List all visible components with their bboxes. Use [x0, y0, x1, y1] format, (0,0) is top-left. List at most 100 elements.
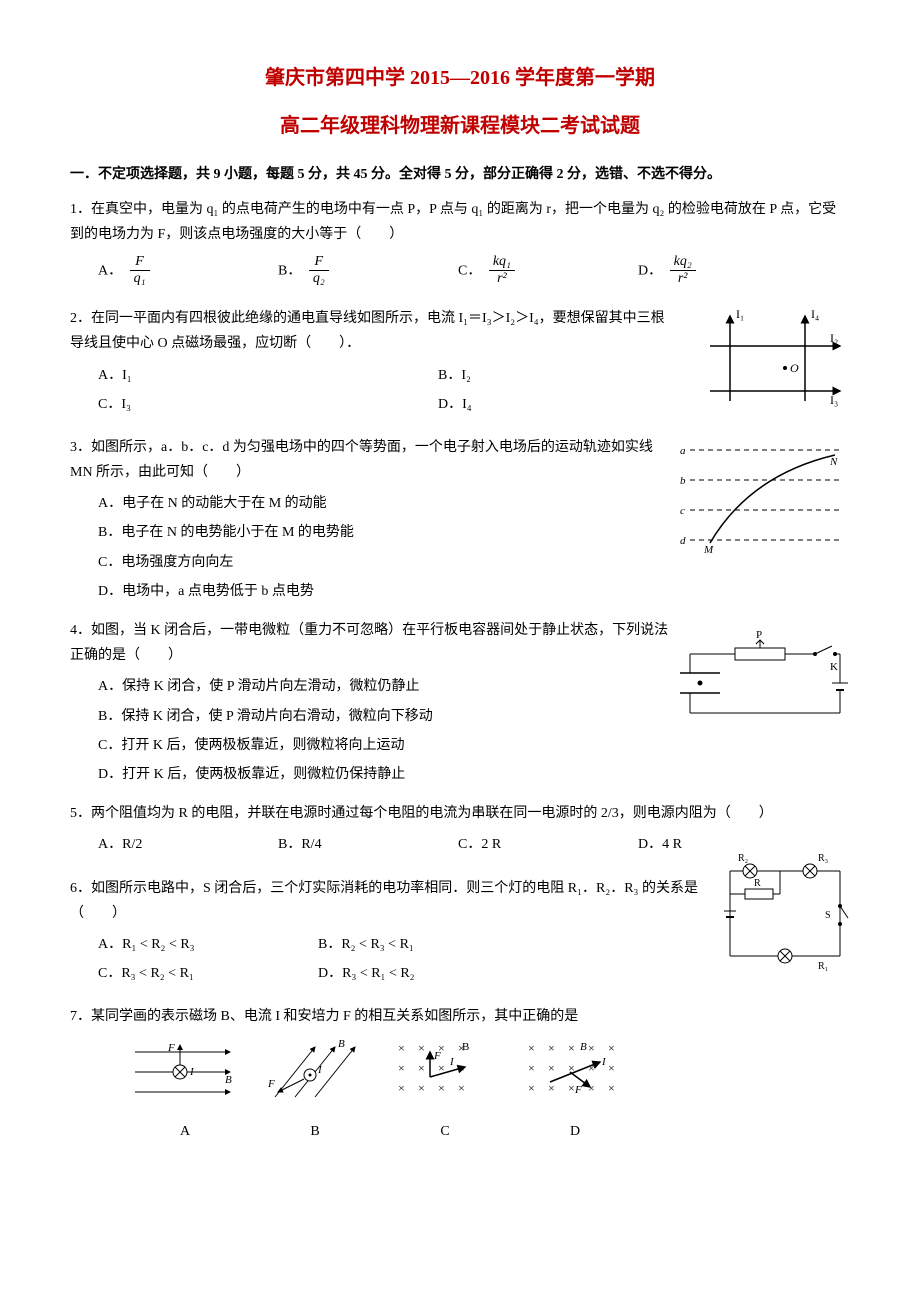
question-6: 6．如图所示电路中，S 闭合后，三个灯实际消耗的电功率相同．则三个灯的电阻 R₁…	[70, 876, 850, 991]
q6-option-a: A．R₁ < R₂ < R₃	[98, 932, 298, 957]
svg-text:×: ×	[588, 1061, 595, 1075]
question-3: 3．如图所示，a．b．c．d 为匀强电场中的四个等势面，一个电子射入电场后的运动…	[70, 435, 850, 604]
question-1-text: 1．在真空中，电量为 q₁ 的点电荷产生的电场中有一点 P，P 点与 q₁ 的距…	[70, 197, 850, 247]
svg-text:×: ×	[438, 1081, 445, 1095]
svg-text:B: B	[580, 1041, 587, 1053]
question-2-text: 2．在同一平面内有四根彼此绝缘的通电直导线如图所示，电流 I₁＝I₃＞I₂＞I₄…	[70, 306, 670, 356]
q1-option-c: C． kq₁r²	[458, 254, 618, 289]
svg-text:×: ×	[568, 1081, 575, 1095]
q4-option-a: A．保持 K 闭合，使 P 滑动片向左滑动，微粒仍静止	[70, 674, 670, 699]
svg-text:×: ×	[398, 1041, 405, 1055]
svg-text:×: ×	[458, 1081, 465, 1095]
q5-option-c: C．2 R	[458, 832, 618, 857]
q1-c-den: r²	[489, 271, 515, 288]
svg-text:B: B	[462, 1041, 469, 1053]
svg-text:F: F	[267, 1078, 275, 1090]
equipotential-icon: a b c d M N	[680, 435, 850, 555]
svg-text:R₂: R₂	[738, 853, 748, 864]
q6-option-d: D．R₃ < R₁ < R₂	[318, 961, 478, 986]
q7-label-b: B	[260, 1119, 370, 1144]
q1-a-label: A．	[98, 263, 122, 278]
svg-text:I₃: I₃	[830, 393, 838, 407]
q7-label-d: D	[520, 1119, 630, 1144]
question-3-text: 3．如图所示，a．b．c．d 为匀强电场中的四个等势面，一个电子射入电场后的运动…	[70, 435, 670, 485]
svg-text:I: I	[449, 1056, 455, 1068]
svg-text:×: ×	[418, 1041, 425, 1055]
svg-text:×: ×	[608, 1041, 615, 1055]
capacitor-circuit-icon: P K	[680, 638, 850, 728]
svg-text:N: N	[829, 456, 838, 468]
question-4-text: 4．如图，当 K 闭合后，一带电微粒（重力不可忽略）在平行板电容器间处于静止状态…	[70, 618, 670, 668]
q7-diagram-b: B I F B	[260, 1037, 370, 1143]
svg-text:×: ×	[528, 1081, 535, 1095]
q3-option-d: D．电场中，a 点电势低于 b 点电势	[70, 579, 670, 604]
svg-text:I: I	[601, 1056, 607, 1068]
svg-text:×: ×	[568, 1041, 575, 1055]
svg-text:×: ×	[548, 1061, 555, 1075]
question-2: 2．在同一平面内有四根彼此绝缘的通电直导线如图所示，电流 I₁＝I₃＞I₂＞I₄…	[70, 306, 850, 421]
svg-text:R: R	[754, 878, 761, 889]
svg-text:I₂: I₂	[830, 331, 838, 345]
q3-option-a: A．电子在 N 的动能大于在 M 的动能	[70, 491, 670, 516]
q7-diagram-a: B I F A	[130, 1037, 240, 1143]
svg-text:M: M	[703, 544, 714, 556]
q1-d-den: r²	[670, 271, 696, 288]
svg-text:b: b	[680, 475, 686, 487]
svg-text:K: K	[830, 661, 838, 673]
q1-c-num: kq₁	[489, 254, 515, 272]
q2-option-c: C．I₃	[98, 392, 418, 417]
svg-text:F: F	[433, 1050, 441, 1062]
q4-option-d: D．打开 K 后，使两极板靠近，则微粒仍保持静止	[70, 762, 670, 787]
doc-title-line1: 肇庆市第四中学 2015—2016 学年度第一学期	[70, 60, 850, 96]
svg-text:R₃: R₃	[818, 853, 828, 864]
svg-text:R₁: R₁	[818, 961, 828, 972]
q5-option-d: D．4 R	[638, 832, 798, 857]
svg-text:I: I	[317, 1064, 323, 1076]
svg-text:×: ×	[548, 1041, 555, 1055]
svg-text:S: S	[825, 910, 831, 921]
q6-option-b: B．R₂ < R₃ < R₁	[318, 932, 478, 957]
question-7-text: 7．某同学画的表示磁场 B、电流 I 和安培力 F 的相互关系如图所示，其中正确…	[70, 1004, 850, 1029]
q5-option-b: B．R/4	[278, 832, 438, 857]
svg-text:×: ×	[398, 1061, 405, 1075]
q1-option-b: B． Fq₂	[278, 254, 438, 289]
question-6-text: 6．如图所示电路中，S 闭合后，三个灯实际消耗的电功率相同．则三个灯的电阻 R₁…	[70, 876, 710, 926]
svg-text:d: d	[680, 535, 686, 547]
svg-text:×: ×	[418, 1061, 425, 1075]
svg-text:×: ×	[608, 1061, 615, 1075]
svg-text:I₄: I₄	[811, 307, 819, 321]
q2-option-d: D．I₄	[438, 392, 598, 417]
q1-b-num: F	[309, 254, 329, 272]
svg-text:O: O	[790, 361, 799, 375]
svg-text:c: c	[680, 505, 685, 517]
doc-title-line2: 高二年级理科物理新课程模块二考试试题	[70, 108, 850, 144]
q5-option-a: A．R/2	[98, 832, 258, 857]
svg-text:P: P	[756, 629, 762, 641]
q2-figure: I₁ I₄ I₂ I₃ O	[690, 306, 850, 425]
svg-text:B: B	[338, 1038, 345, 1050]
q3-option-b: B．电子在 N 的电势能小于在 M 的电势能	[70, 520, 670, 545]
q1-option-d: D． kq₂r²	[638, 254, 798, 289]
svg-text:×: ×	[528, 1061, 535, 1075]
q7-label-a: A	[130, 1119, 240, 1144]
question-1: 1．在真空中，电量为 q₁ 的点电荷产生的电场中有一点 P，P 点与 q₁ 的距…	[70, 197, 850, 292]
question-5-text: 5．两个阻值均为 R 的电阻，并联在电源时通过每个电阻的电流为串联在同一电源时的…	[70, 801, 850, 826]
question-5: 5．两个阻值均为 R 的电阻，并联在电源时通过每个电阻的电流为串联在同一电源时的…	[70, 801, 850, 861]
q1-b-label: B．	[278, 263, 301, 278]
q6-option-c: C．R₃ < R₂ < R₁	[98, 961, 298, 986]
section-instructions: 一．不定项选择题，共 9 小题，每题 5 分，共 45 分。全对得 5 分，部分…	[70, 162, 850, 187]
q3-option-c: C．电场强度方向向左	[70, 550, 670, 575]
q1-c-label: C．	[458, 263, 481, 278]
svg-text:×: ×	[588, 1081, 595, 1095]
q1-d-num: kq₂	[670, 254, 696, 272]
question-4: 4．如图，当 K 闭合后，一带电微粒（重力不可忽略）在平行板电容器间处于静止状态…	[70, 618, 850, 787]
q1-a-den: q₁	[130, 271, 150, 288]
q4-option-b: B．保持 K 闭合，使 P 滑动片向右滑动，微粒向下移动	[70, 704, 670, 729]
svg-text:×: ×	[398, 1081, 405, 1095]
q1-b-den: q₂	[309, 271, 329, 288]
q4-figure: P K	[680, 638, 850, 737]
question-7: 7．某同学画的表示磁场 B、电流 I 和安培力 F 的相互关系如图所示，其中正确…	[70, 1004, 850, 1144]
svg-text:×: ×	[548, 1081, 555, 1095]
q1-d-label: D．	[638, 263, 662, 278]
svg-text:F: F	[574, 1084, 582, 1096]
